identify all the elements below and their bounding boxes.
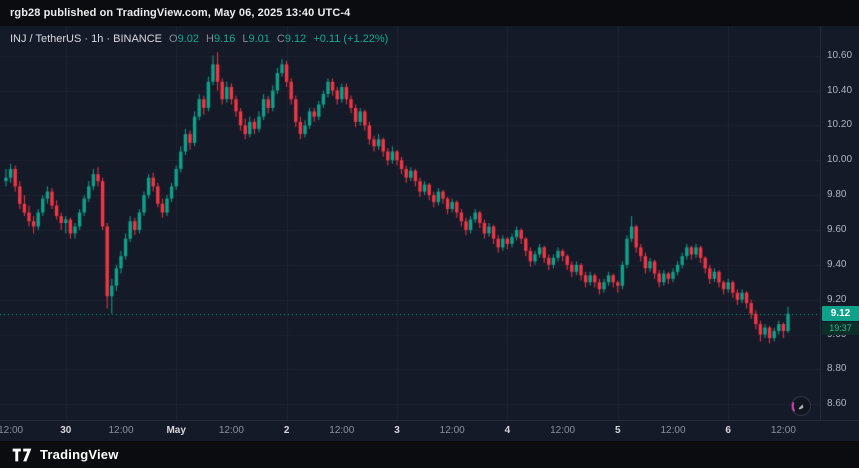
time-tick-label: 12:00 [550,425,576,436]
price-tick-label: 10.20 [827,119,853,131]
price-change: +0.11 (+1.22%) [313,33,389,45]
chart-container: INJ / TetherUS · 1h · BINANCE O9.02 H9.1… [0,26,859,441]
price-axis[interactable]: 9.12 19:37 10.60 10.40 10.20 10.00 9.80 9.60 9… [820,26,859,420]
countdown-dial-icon[interactable] [789,394,813,418]
current-price-value: 9.12 [822,305,859,321]
time-tick-label: 12:00 [770,425,796,436]
time-tick-label: 12:00 [108,425,134,436]
tradingview-logo-icon[interactable] [12,448,32,462]
time-tick-label: 12:00 [218,425,244,436]
time-tick-label: May [166,425,186,436]
price-tick-label: 10.00 [827,154,853,166]
symbol-title[interactable]: INJ / TetherUS · 1h · BINANCE [10,33,163,45]
attribution-text: rgb28 published on TradingView.com, May … [10,7,351,19]
price-tick-label: 8.80 [827,363,847,375]
attribution-bar: rgb28 published on TradingView.com, May … [0,0,859,26]
ohlc-high: H9.16 [206,33,236,45]
current-price-label: 9.12 19:37 [822,305,859,335]
tradingview-wordmark[interactable]: TradingView [40,447,119,462]
price-tick-label: 10.40 [827,84,853,96]
time-tick-label: 12:00 [0,425,24,436]
time-tick-label: 6 [725,425,731,436]
time-tick-label: 5 [615,425,621,436]
ohlc-low: L9.01 [242,33,270,45]
time-tick-label: 3 [394,425,400,436]
time-tick-label: 30 [60,425,72,436]
time-tick-label: 12:00 [439,425,465,436]
time-tick-label: 4 [504,425,511,436]
ohlc-open: O9.02 [169,33,199,45]
chart-legend: INJ / TetherUS · 1h · BINANCE O9.02 H9.1… [10,33,388,45]
chart-canvas[interactable] [0,26,820,420]
time-tick-label: 12:00 [329,425,355,436]
time-tick-label: 2 [283,425,290,436]
price-tick-label: 9.60 [827,223,847,235]
price-tick-label: 9.80 [827,189,847,201]
price-tick-label: 8.60 [827,398,847,410]
price-tick-label: 9.40 [827,258,847,270]
price-tick-label: 9.20 [827,293,847,305]
ohlc-close: C9.12 [276,33,307,45]
footer-bar: TradingView [0,441,859,468]
time-tick-label: 12:00 [660,425,686,436]
price-tick-label: 10.60 [827,49,853,61]
time-axis[interactable]: 12:00 30 12:00 May 12:00 2 12:00 3 12:00 4 12:00 5 1… [0,420,859,442]
bar-countdown: 19:37 [822,321,859,335]
